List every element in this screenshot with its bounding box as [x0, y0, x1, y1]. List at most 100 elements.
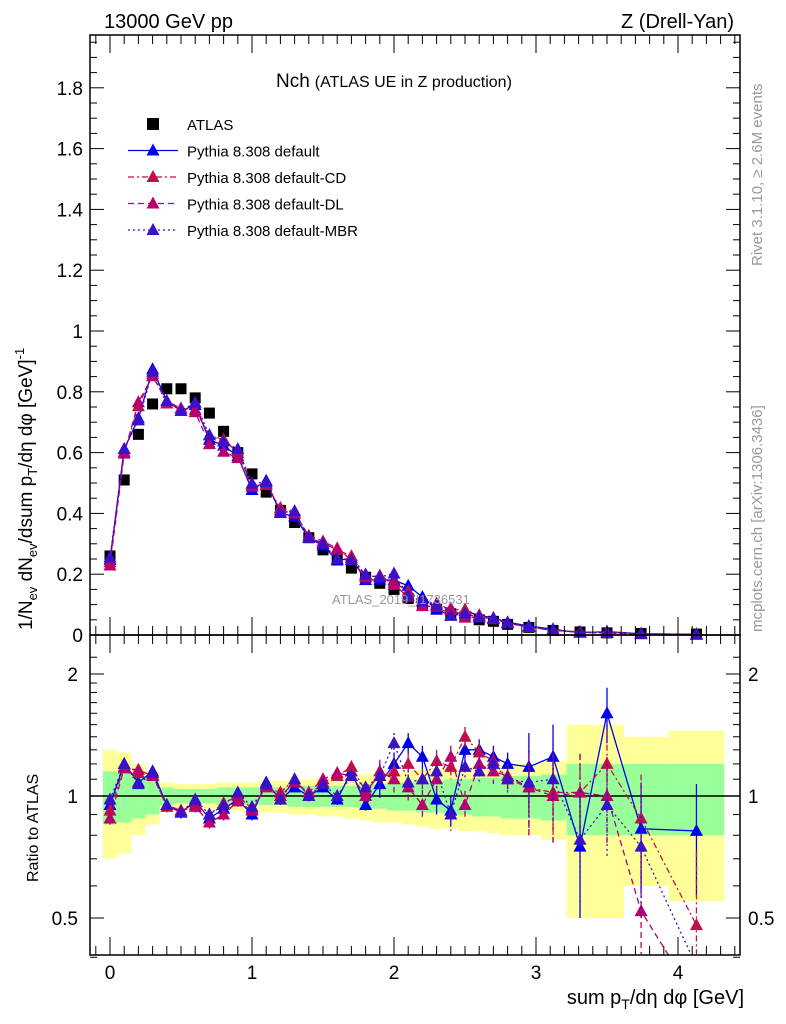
series-2-main-point	[131, 395, 145, 408]
series-3-main-point	[472, 610, 486, 623]
legend: ATLAS Pythia 8.308 default Pythia 8.308 de…	[128, 117, 358, 240]
ratio-band-inner	[145, 779, 160, 815]
series-3-main-point	[444, 608, 458, 621]
series-0-ratio-point	[600, 706, 614, 719]
y-axis-label: 1/Nev dNev/dsum pT/dη dφ [GeV]-1	[12, 348, 40, 630]
series-3-main-point	[415, 594, 429, 607]
series-3-main-point	[131, 413, 145, 426]
legend-marker-triangle	[146, 143, 160, 156]
ratio-band-inner	[472, 777, 487, 817]
series-2-ratio-point	[131, 762, 145, 775]
series-3-ratio-point	[330, 789, 344, 801]
y-tick-label: 0	[72, 626, 83, 647]
series-2-ratio-point	[217, 807, 231, 820]
legend-marker-triangle	[146, 223, 160, 235]
series-3-ratio-point	[359, 780, 373, 793]
series-3-ratio-point	[444, 807, 458, 820]
y-tick-label: 1.4	[57, 200, 84, 221]
series-0-ratio-point	[689, 823, 703, 836]
series-1-ratio-point	[103, 803, 117, 816]
axes: 0 0.2 0.4 0.6 0.8 1 1.2 1.4 1.6 1.8 0.5 0.5 1 1 2 2 0 1 2 3…	[52, 35, 774, 984]
ratio-band-inner	[117, 772, 132, 823]
series-3-ratio-point	[202, 807, 216, 820]
series-3-main-point	[373, 570, 387, 583]
series-2-ratio-point	[359, 789, 373, 801]
series-3-main-point	[316, 536, 330, 549]
series-3-main-point	[174, 403, 188, 416]
series-2-ratio-point	[444, 749, 458, 762]
series-3-ratio-point	[501, 772, 515, 785]
series-2-main-point	[387, 577, 401, 590]
header-left: 13000 GeV pp	[104, 11, 233, 33]
ratio-y-tick-label: 0.5	[52, 909, 78, 930]
mcplots-label: mcplots.cern.ch [arXiv:1306.3436]	[749, 405, 766, 632]
series-1-ratio-point	[344, 759, 358, 772]
series-3-ratio-point	[522, 775, 536, 788]
series-3-main-point	[217, 434, 231, 447]
series-3-ratio-point	[430, 764, 444, 777]
series-3-ratio-point	[600, 798, 614, 811]
series-2-ratio-point	[472, 756, 486, 769]
legend-label: Pythia 8.308 default-MBR	[187, 223, 358, 240]
series-3-ratio-point	[231, 785, 245, 798]
series-3-main-point	[259, 475, 273, 488]
legend-label: Pythia 8.308 default	[187, 144, 320, 161]
y-tick-label: 1.8	[57, 79, 83, 100]
data-point-atlas	[175, 383, 187, 395]
series-2-main-point	[188, 405, 202, 418]
series-2-ratio-point	[415, 798, 429, 811]
series-2-main-line	[109, 374, 697, 636]
series-3-ratio-point	[146, 765, 160, 778]
ratio-y-tick-label-right: 0.5	[748, 909, 774, 930]
series-2-ratio-point	[486, 764, 500, 777]
series-3-main-point	[430, 598, 444, 611]
y-tick-label: 1.2	[57, 261, 83, 282]
series-3-ratio-point	[401, 775, 415, 788]
series-3-ratio-point	[344, 769, 358, 782]
legend-marker-triangle	[146, 196, 160, 209]
ratio-y-tick-label: 2	[67, 665, 78, 686]
header-right: Z (Drell-Yan)	[621, 11, 734, 33]
data-point-atlas	[132, 428, 144, 440]
series-3-ratio-point	[174, 805, 188, 818]
y-tick-label: 0.4	[57, 504, 84, 525]
series-3-ratio-point	[546, 772, 560, 785]
data-point-atlas	[203, 407, 215, 419]
ratio-frame	[89, 634, 741, 956]
series-3-ratio-point	[245, 799, 259, 812]
series-2-ratio-point	[188, 799, 202, 812]
legend-marker-triangle	[146, 170, 160, 182]
x-axis-label: sum pT/dη dφ [GeV]	[567, 987, 744, 1012]
x-tick-label: 0	[105, 963, 116, 984]
series-2-ratio-point	[430, 772, 444, 785]
series-3-ratio-point	[288, 772, 302, 785]
series-2-main-point	[217, 444, 231, 457]
series-3-main-point	[103, 550, 117, 563]
series-3-ratio-point	[160, 798, 174, 811]
series-3-main-point	[330, 552, 344, 564]
series-0-ratio-point	[458, 742, 472, 755]
series-2-ratio-point	[387, 772, 401, 785]
series-3-ratio-point	[131, 777, 145, 790]
chart-marks	[103, 362, 703, 955]
series-3-main-point	[188, 395, 202, 408]
series-3-ratio-point	[373, 769, 387, 782]
series-3-ratio-point	[472, 764, 486, 777]
data-point-atlas	[147, 398, 159, 410]
data-point-atlas	[246, 468, 258, 480]
series-2-main-point	[231, 451, 245, 464]
series-3-main-point	[486, 611, 500, 624]
series-3-main-point	[273, 505, 287, 518]
legend-marker-atlas	[147, 118, 159, 130]
series-3-ratio-point	[188, 792, 202, 805]
series-3-main-point	[160, 394, 174, 407]
ratio-y-tick-label-right: 1	[748, 787, 759, 808]
series-3-ratio-point	[634, 839, 648, 852]
series-3-ratio-point	[415, 772, 429, 785]
series-0-ratio-point	[415, 749, 429, 762]
series-3-main-point	[387, 566, 401, 579]
data-point-atlas	[260, 486, 272, 498]
series-3-main-point	[302, 530, 316, 543]
series-3-ratio-point	[259, 777, 273, 790]
